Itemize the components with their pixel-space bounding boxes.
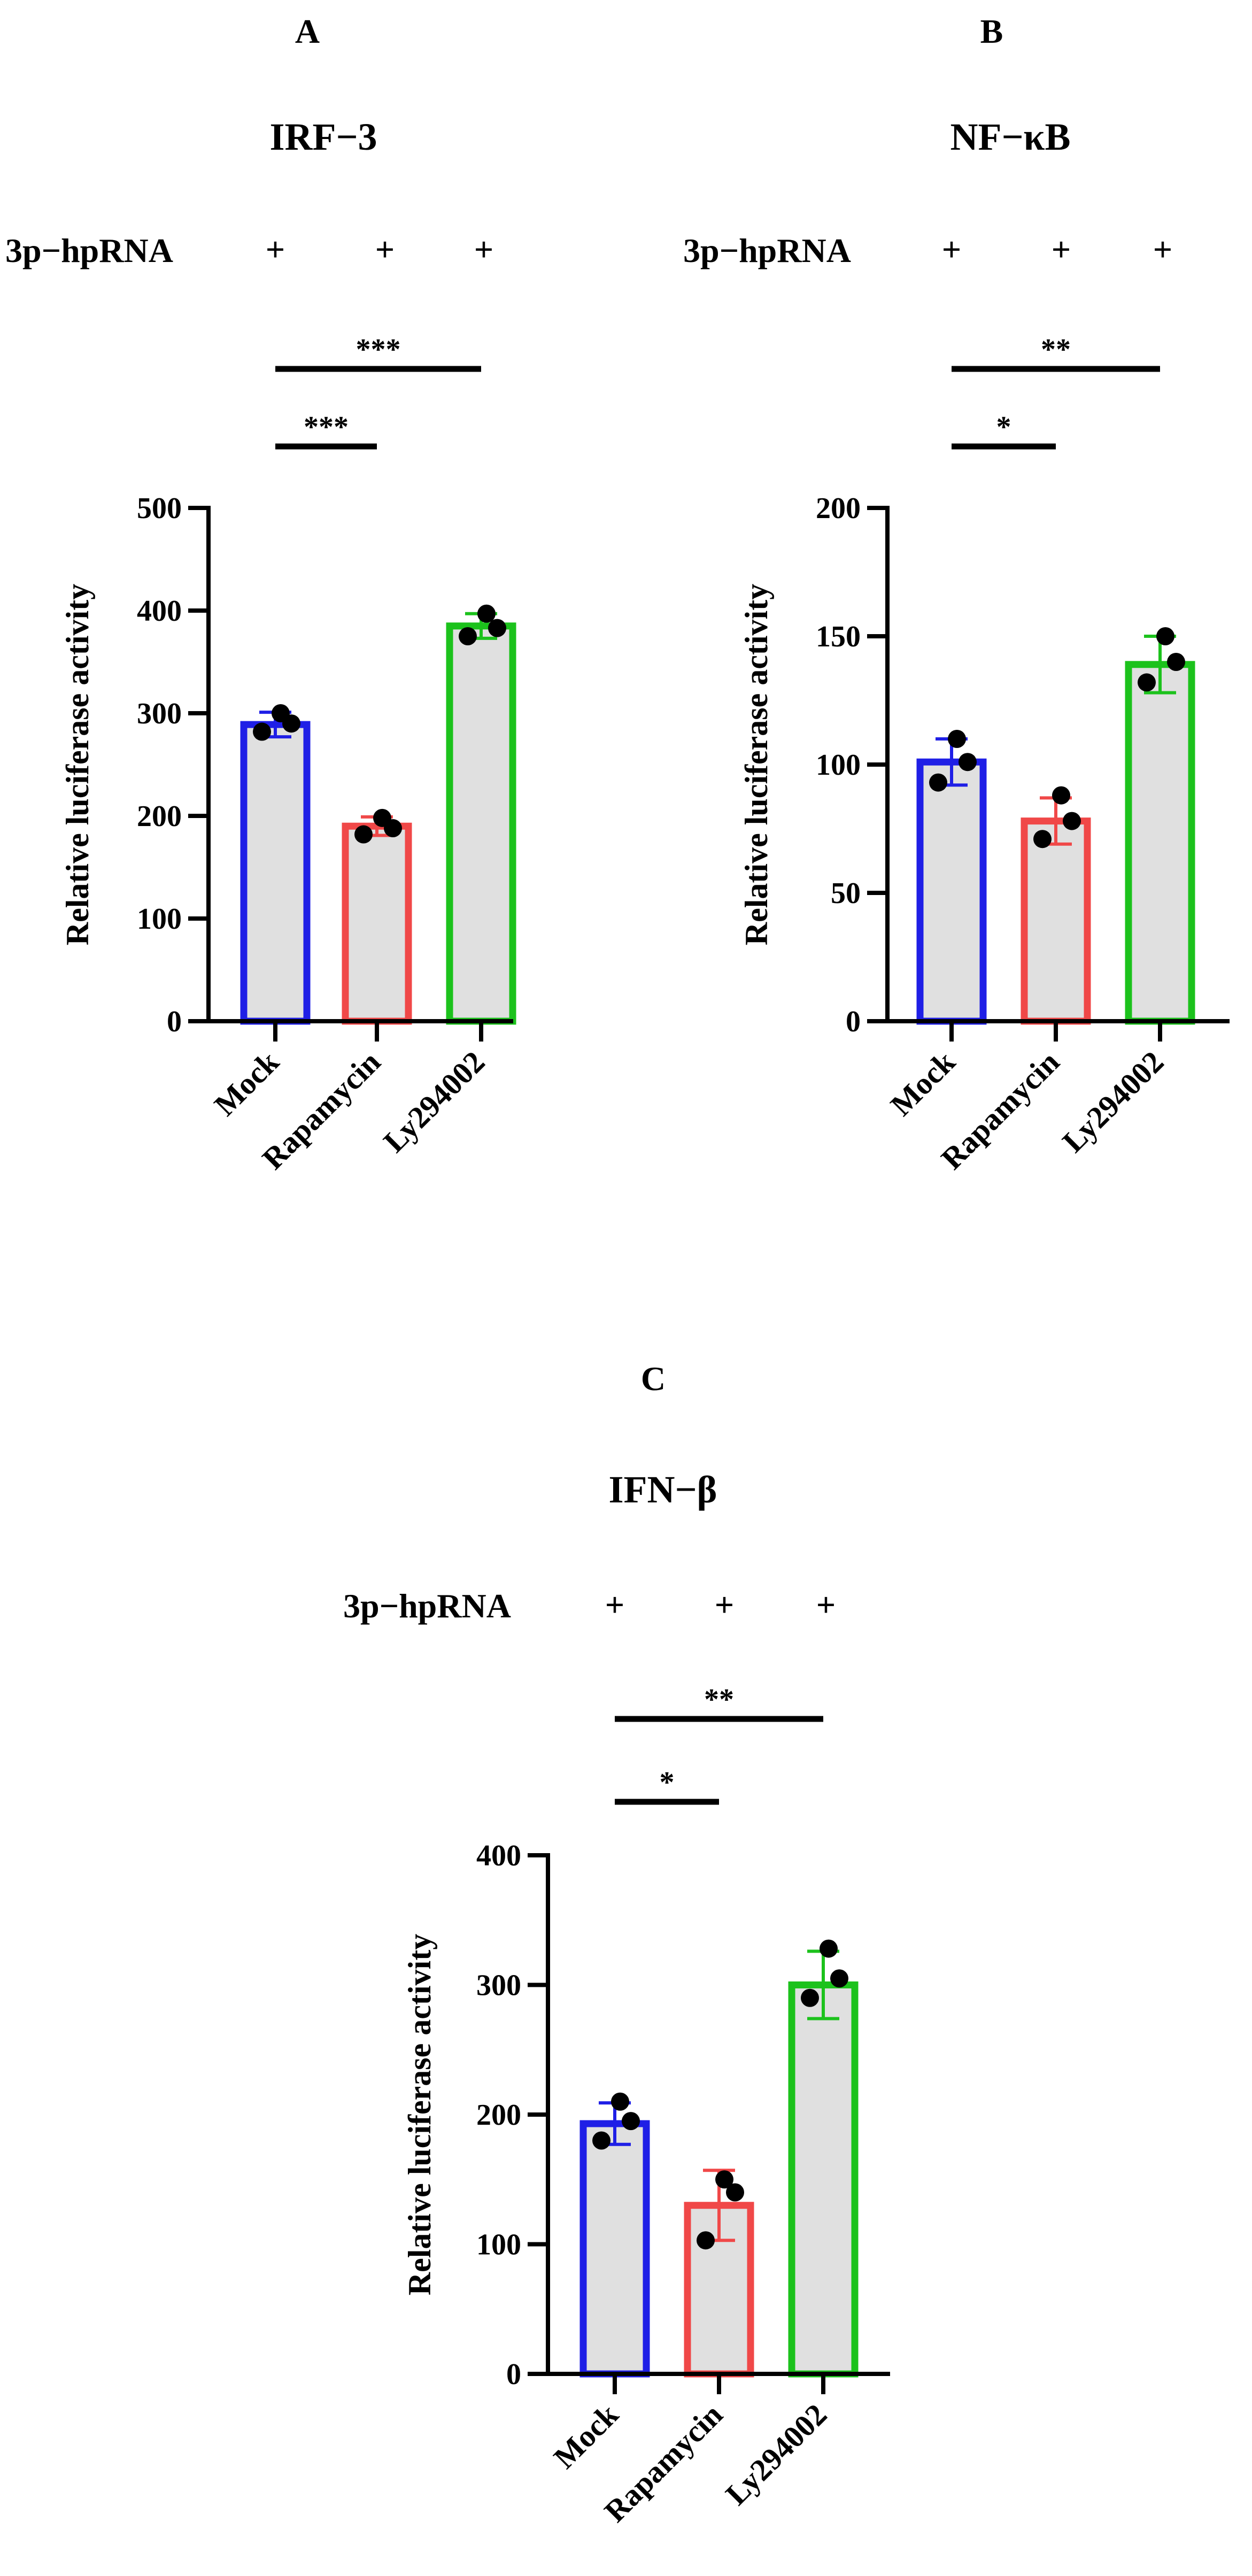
treatment-label: 3p−hpRNA [5, 232, 173, 269]
bar-mock [579, 2120, 650, 2378]
bar-rapamycin [1021, 817, 1091, 1025]
data-point [726, 2183, 744, 2202]
data-point [354, 825, 373, 844]
y-tick-label: 500 [137, 492, 182, 525]
data-point [820, 1939, 838, 1958]
data-point [1063, 812, 1081, 830]
significance-label: * [996, 411, 1011, 444]
significance-label: ** [1041, 333, 1071, 366]
bar-ly294002 [446, 622, 516, 1025]
treatment-plus-mark: + [715, 1586, 734, 1624]
panel-letter: C [641, 1360, 666, 1398]
treatment-plus-mark: + [605, 1586, 624, 1624]
y-tick-label: 0 [506, 2358, 521, 2391]
data-point [253, 722, 271, 741]
panel-title: NF−κB [950, 115, 1071, 158]
significance-label: *** [356, 333, 401, 366]
category-label: Ly294002 [719, 2397, 834, 2512]
data-point [384, 819, 402, 838]
data-point [282, 714, 300, 733]
y-tick-label: 200 [137, 800, 182, 833]
data-point [459, 627, 477, 645]
y-tick-label: 150 [816, 620, 861, 653]
treatment-plus-mark: + [1153, 230, 1172, 268]
significance-label: * [660, 1766, 675, 1799]
panel-title: IFN−β [609, 1468, 717, 1511]
y-tick-label: 400 [476, 1839, 521, 1872]
y-axis-label: Relative luciferase activity [402, 1934, 437, 2295]
y-tick-label: 100 [476, 2228, 521, 2262]
y-tick-label: 100 [816, 749, 861, 782]
significance-label: *** [304, 411, 349, 444]
data-point [830, 1969, 848, 1988]
treatment-plus-mark: + [1052, 230, 1071, 268]
data-point [1033, 830, 1052, 849]
category-label: Mock [884, 1044, 962, 1123]
treatment-plus-mark: + [375, 230, 395, 268]
treatment-plus-mark: + [942, 230, 961, 268]
panel-a: A IRF−3 3p−hpRNA + + + *** *** 0 100 200 300 400 500 M… [5, 12, 516, 1176]
data-point [622, 2112, 640, 2131]
treatment-label: 3p−hpRNA [683, 232, 851, 269]
data-point [1156, 627, 1174, 645]
panel-letter: A [295, 12, 320, 50]
treatment-label: 3p−hpRNA [343, 1587, 511, 1625]
category-label: Mock [207, 1044, 286, 1123]
y-tick-label: 50 [831, 877, 861, 910]
category-label: Ly294002 [377, 1044, 492, 1159]
data-point [959, 753, 977, 772]
data-point [1052, 786, 1070, 805]
data-point [1138, 673, 1156, 692]
data-point [1167, 653, 1185, 671]
y-tick-label: 0 [167, 1005, 182, 1038]
data-point [948, 730, 966, 748]
data-point [592, 2131, 610, 2150]
y-axis-label: Relative luciferase activity [60, 584, 95, 945]
y-tick-label: 300 [137, 697, 182, 730]
data-point [715, 2170, 733, 2189]
data-point [697, 2231, 715, 2250]
y-tick-label: 400 [137, 595, 182, 628]
bar-mock [240, 721, 311, 1025]
bar-mock [916, 758, 987, 1025]
data-point [477, 604, 496, 623]
data-point [488, 619, 506, 637]
data-point [801, 1988, 819, 2007]
y-tick-label: 100 [137, 903, 182, 936]
category-label: Ly294002 [1056, 1044, 1171, 1159]
bar-ly294002 [1125, 661, 1195, 1025]
treatment-plus-mark: + [266, 230, 285, 268]
y-tick-label: 200 [816, 492, 861, 525]
significance-label: ** [704, 1683, 734, 1716]
panel-title: IRF−3 [269, 115, 377, 158]
panel-letter: B [980, 12, 1003, 50]
y-axis-label: Relative luciferase activity [739, 584, 774, 945]
treatment-plus-mark: + [474, 230, 493, 268]
y-tick-label: 0 [846, 1005, 861, 1038]
data-point [611, 2092, 629, 2111]
data-point [929, 773, 947, 792]
bar-ly294002 [788, 1981, 859, 2378]
bar-rapamycin [342, 822, 412, 1025]
y-tick-label: 300 [476, 1969, 521, 2002]
category-label: Mock [547, 2397, 625, 2475]
treatment-plus-mark: + [816, 1586, 836, 1624]
y-tick-label: 200 [476, 2099, 521, 2132]
